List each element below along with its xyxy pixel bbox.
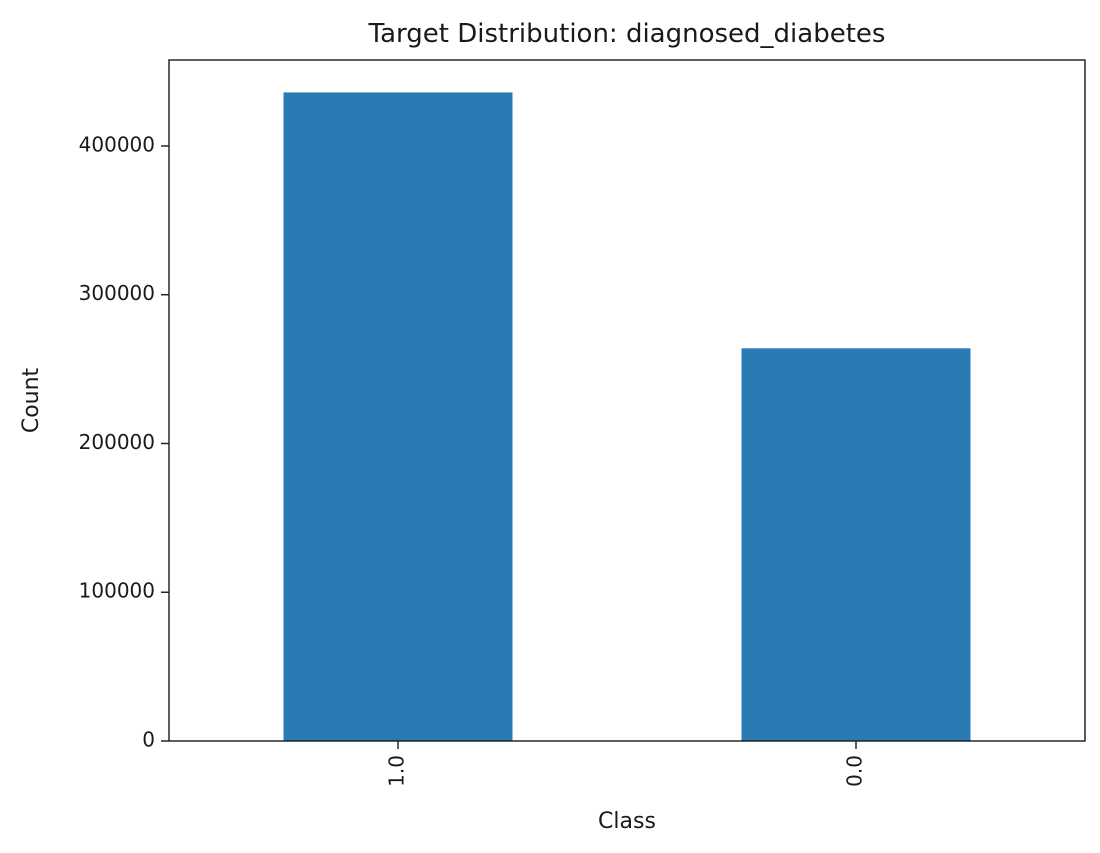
- y-tick-label: 100000: [79, 579, 155, 603]
- chart-title: Target Distribution: diagnosed_diabetes: [368, 19, 886, 49]
- bars-layer: [283, 92, 971, 741]
- x-tick-label: 0.0: [843, 755, 867, 787]
- y-tick-label: 400000: [79, 132, 155, 156]
- plot-frame: [168, 59, 1086, 742]
- bar-1.0: [283, 92, 513, 741]
- x-tick-label: 1.0: [385, 755, 409, 787]
- y-axis-label: Count: [19, 367, 44, 433]
- y-tick-label: 0: [142, 728, 155, 752]
- y-tick-label: 300000: [79, 281, 155, 305]
- y-axis: 0 100000 200000 300000 400000: [79, 132, 169, 752]
- y-tick-label: 200000: [79, 430, 155, 454]
- x-axis: 1.0 0.0: [385, 741, 867, 787]
- bar-0.0: [741, 348, 971, 741]
- x-axis-label: Class: [598, 809, 656, 834]
